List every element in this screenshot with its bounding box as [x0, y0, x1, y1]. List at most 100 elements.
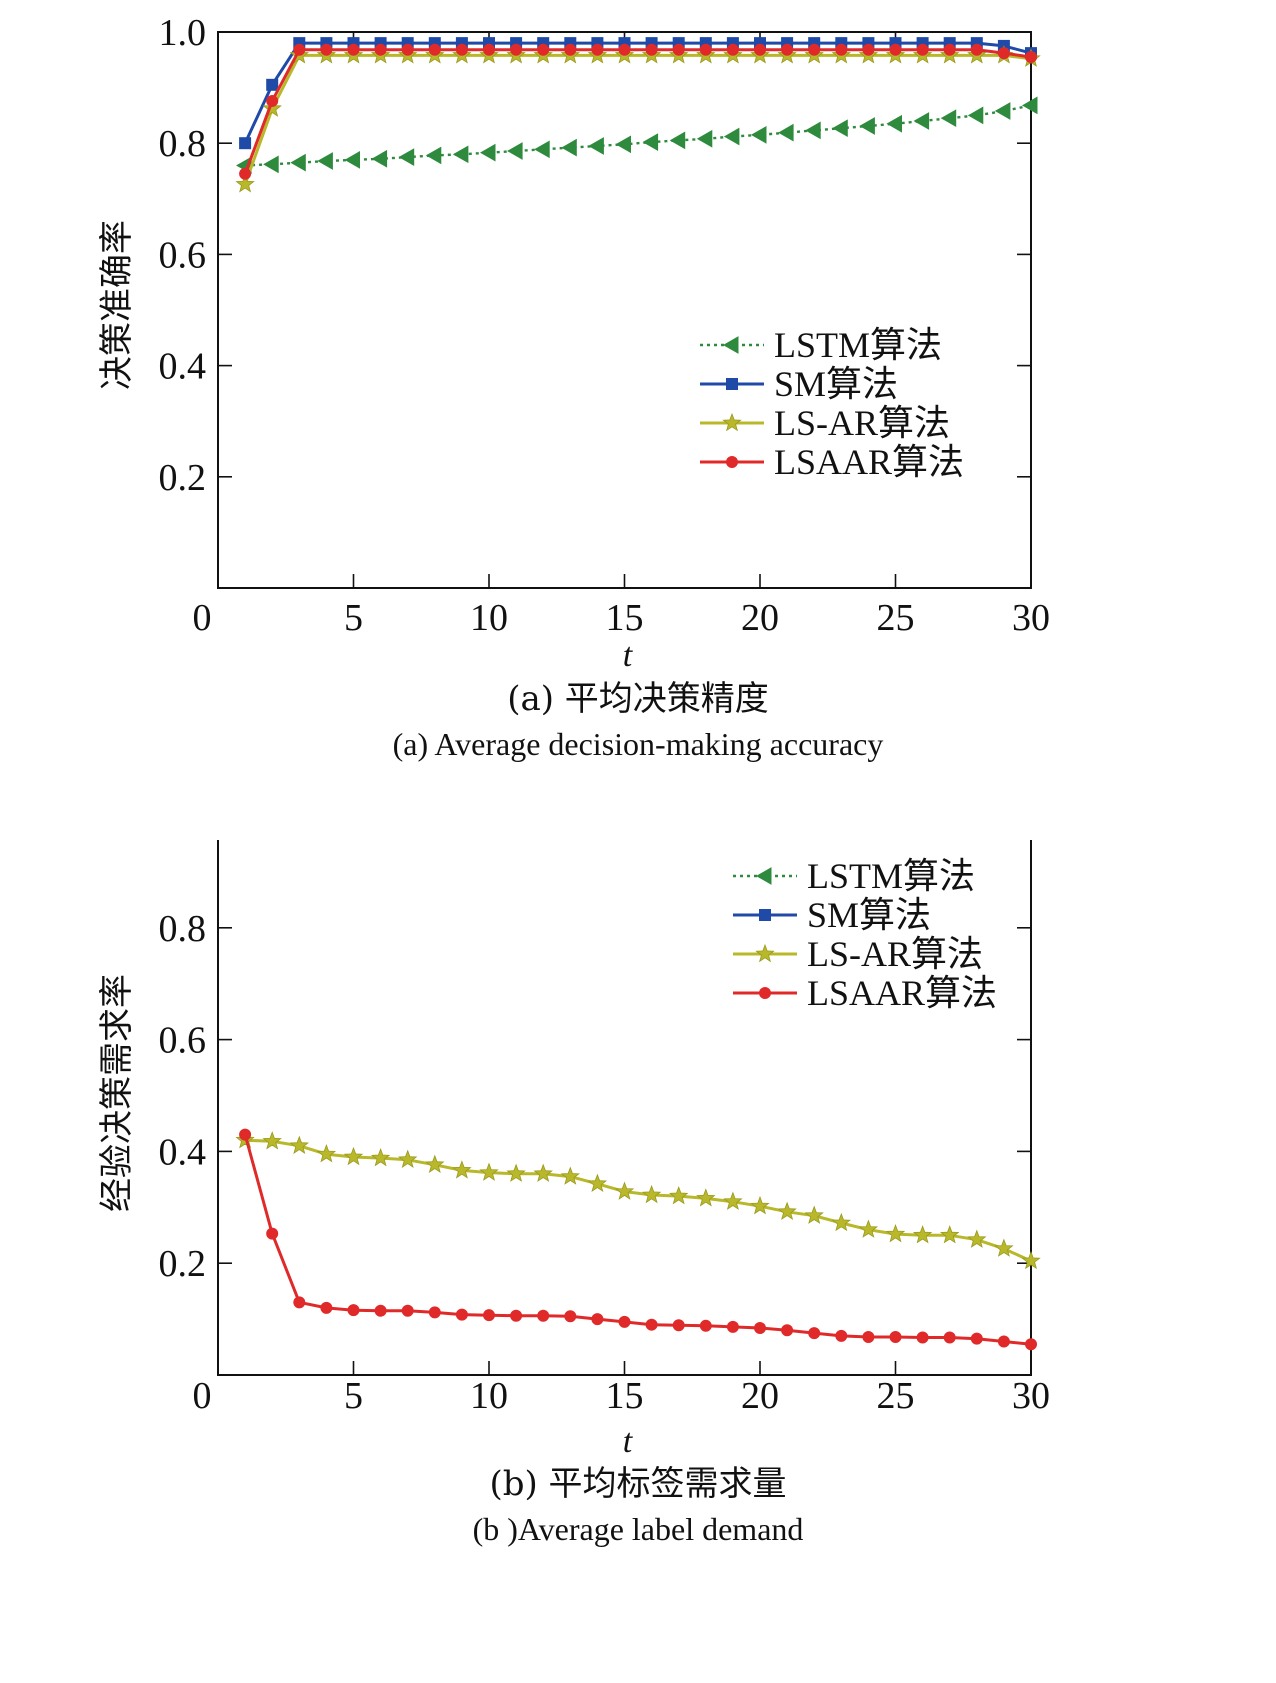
x-tick-label: 25 [877, 1375, 915, 1417]
x-axis-title: t [623, 1423, 634, 1460]
data-point [374, 43, 387, 56]
x-tick-label: 5 [344, 1375, 363, 1417]
data-point [371, 149, 388, 168]
legend-marker [759, 909, 771, 921]
data-point [533, 1163, 553, 1182]
data-point [560, 1166, 580, 1185]
data-point [916, 1331, 929, 1344]
data-point [994, 102, 1011, 120]
data-point [696, 129, 713, 148]
data-point [506, 1163, 526, 1182]
data-point [347, 1304, 360, 1317]
data-point [997, 47, 1010, 60]
data-point [835, 43, 848, 56]
data-point [510, 1309, 523, 1322]
data-point [239, 1128, 252, 1141]
legend-label: SM算法 [774, 364, 898, 404]
data-point [777, 1201, 797, 1221]
data-point [401, 1304, 414, 1317]
data-point [832, 119, 848, 138]
data-point [374, 1304, 387, 1317]
series-line [245, 1138, 1032, 1263]
data-point [994, 1238, 1014, 1257]
data-point [262, 1131, 282, 1150]
data-point [455, 1308, 468, 1321]
data-point [615, 135, 631, 154]
data-point [239, 167, 252, 180]
data-point [266, 94, 279, 107]
y-axis-title: 决策准确率 [98, 220, 136, 390]
legend-marker [759, 987, 771, 999]
data-point [778, 123, 794, 142]
data-point [507, 142, 523, 160]
data-point [885, 1223, 906, 1243]
x-tick-label: 5 [344, 597, 363, 639]
data-point [672, 43, 685, 56]
x-tick-label: 10 [470, 597, 508, 639]
data-point [479, 1162, 499, 1181]
legend-marker [755, 867, 772, 885]
x-tick-label: 25 [877, 597, 915, 639]
data-point [537, 43, 550, 56]
data-point [967, 106, 984, 125]
chart-panel-b: 0510152025300.20.40.60.81.0t经验决策需求率LSTM算… [0, 840, 1276, 1683]
legend-marker [726, 456, 738, 468]
y-tick-label: 0.8 [159, 123, 207, 165]
data-point [645, 1318, 658, 1331]
data-point [808, 1327, 821, 1340]
data-point [1025, 1338, 1037, 1351]
data-point [912, 1225, 933, 1244]
data-point [835, 1329, 848, 1342]
data-point [699, 43, 712, 56]
legend-marker [722, 336, 739, 354]
data-point [483, 43, 495, 56]
data-point [534, 140, 550, 159]
data-point [808, 43, 821, 56]
data-point [669, 1185, 689, 1205]
x-tick-label: 20 [741, 1375, 779, 1417]
data-point [804, 1205, 824, 1224]
data-point [943, 43, 956, 56]
data-point [455, 43, 468, 56]
series-3 [239, 1128, 1037, 1351]
data-point [398, 148, 415, 166]
y-tick-label: 1.0 [159, 12, 207, 54]
caption-english: (b )Average label demand [473, 1511, 804, 1547]
data-point [316, 1144, 337, 1163]
data-point [452, 1160, 472, 1179]
series-0 [236, 96, 1038, 175]
data-point [726, 43, 739, 56]
series-line [245, 104, 1032, 167]
data-point [858, 1219, 879, 1238]
data-point [859, 117, 875, 135]
data-point [862, 1330, 875, 1343]
y-tick-label: 0.6 [159, 234, 207, 276]
legend-label: LS-AR算法 [807, 934, 983, 974]
data-point [263, 155, 279, 174]
data-point [428, 1306, 441, 1319]
data-point [293, 1296, 306, 1309]
x-tick-label: 15 [606, 597, 644, 639]
data-point [723, 1191, 743, 1210]
series-line [243, 53, 1032, 185]
series-line [243, 1134, 1032, 1346]
data-point [862, 43, 875, 56]
data-point [425, 146, 442, 165]
caption-chinese: (b) 平均标签需求量 [489, 1464, 786, 1504]
x-tick-label: 15 [606, 1375, 644, 1417]
series-line [243, 41, 1032, 144]
data-point [591, 43, 604, 56]
data-point [537, 1309, 550, 1322]
data-point [428, 43, 441, 56]
data-point [726, 1320, 739, 1333]
legend-label: LSTM算法 [774, 325, 942, 365]
data-point [889, 1330, 902, 1343]
series-line [243, 48, 1032, 175]
x-tick-label: 30 [1012, 597, 1050, 639]
data-point [750, 1196, 770, 1215]
data-point [970, 43, 983, 56]
data-point [235, 174, 255, 193]
data-point [913, 112, 930, 130]
